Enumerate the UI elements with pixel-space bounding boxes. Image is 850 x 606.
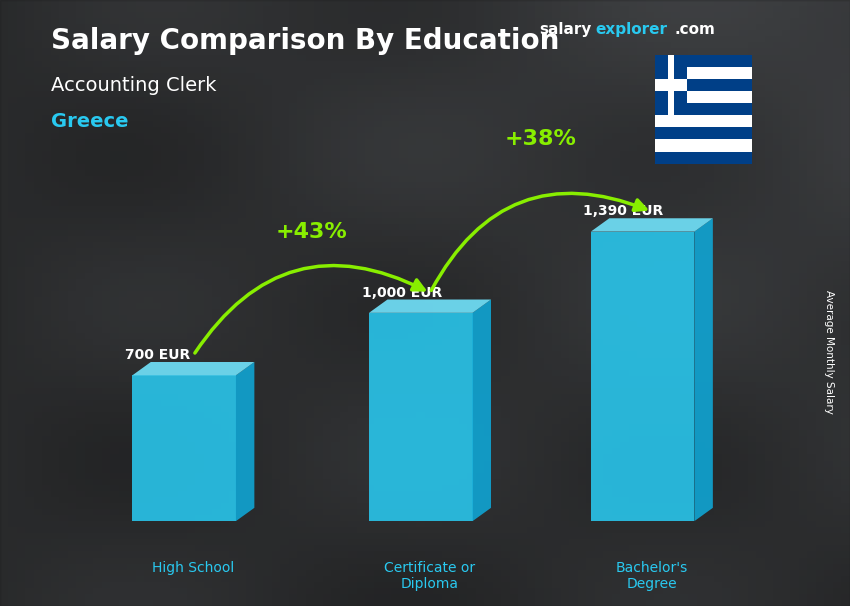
Text: 700 EUR: 700 EUR bbox=[125, 348, 190, 362]
Bar bbox=[654, 115, 752, 127]
Bar bbox=[654, 67, 752, 79]
Bar bbox=[654, 103, 752, 115]
Bar bbox=[667, 55, 674, 115]
Text: Average Monthly Salary: Average Monthly Salary bbox=[824, 290, 834, 413]
Bar bbox=[654, 139, 752, 152]
Polygon shape bbox=[694, 218, 713, 521]
Text: High School: High School bbox=[152, 561, 235, 575]
Text: Bachelor's
Degree: Bachelor's Degree bbox=[615, 561, 688, 591]
Text: 1,390 EUR: 1,390 EUR bbox=[583, 204, 664, 218]
Text: Certificate or
Diploma: Certificate or Diploma bbox=[384, 561, 475, 591]
Text: .com: .com bbox=[674, 22, 715, 38]
Bar bbox=[654, 79, 687, 91]
Text: +38%: +38% bbox=[505, 129, 577, 149]
Polygon shape bbox=[369, 299, 491, 313]
Bar bbox=[654, 55, 752, 67]
Text: Greece: Greece bbox=[51, 112, 128, 131]
Polygon shape bbox=[235, 362, 254, 521]
Text: 1,000 EUR: 1,000 EUR bbox=[361, 285, 442, 299]
Text: salary: salary bbox=[540, 22, 592, 38]
Bar bbox=[654, 152, 752, 164]
Polygon shape bbox=[369, 313, 473, 521]
Text: explorer: explorer bbox=[595, 22, 667, 38]
Polygon shape bbox=[591, 231, 694, 521]
Bar bbox=[654, 91, 752, 103]
Polygon shape bbox=[133, 362, 254, 375]
Text: Salary Comparison By Education: Salary Comparison By Education bbox=[51, 27, 559, 55]
Text: +43%: +43% bbox=[275, 222, 348, 242]
Polygon shape bbox=[591, 218, 713, 231]
Polygon shape bbox=[133, 375, 235, 521]
Bar bbox=[654, 79, 752, 91]
Text: Accounting Clerk: Accounting Clerk bbox=[51, 76, 217, 95]
Bar bbox=[654, 55, 687, 115]
Bar bbox=[654, 127, 752, 139]
Polygon shape bbox=[473, 299, 491, 521]
